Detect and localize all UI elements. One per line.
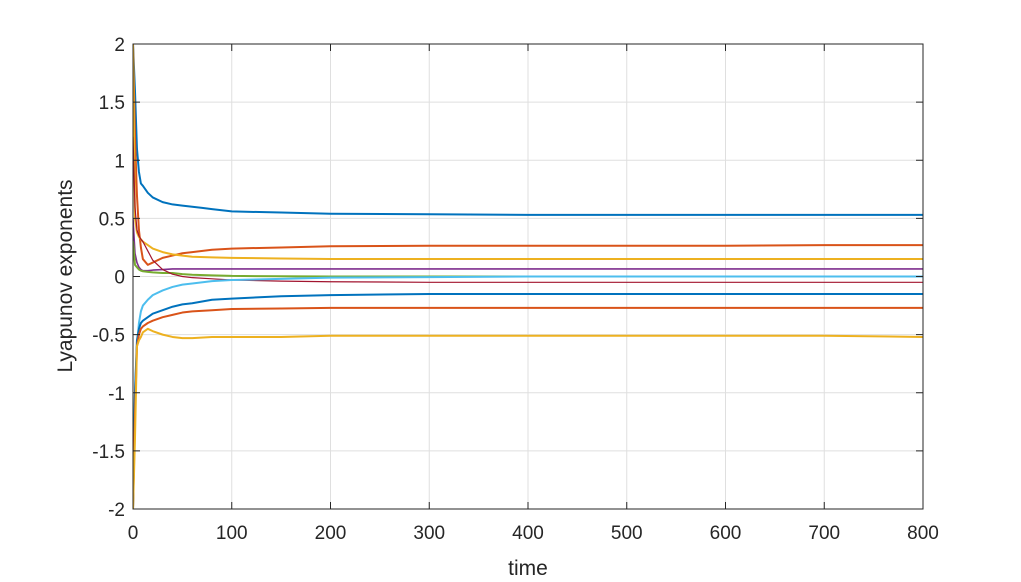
- series-line-6: [133, 136, 923, 283]
- y-tick-label: 0: [114, 268, 125, 289]
- series-layer: [133, 44, 923, 509]
- x-tick-label: 500: [611, 523, 643, 544]
- series-line-4: [133, 217, 923, 272]
- series-line-8: [133, 292, 923, 509]
- series-group: [133, 44, 923, 509]
- x-tick-label: 200: [315, 523, 347, 544]
- x-tick-label: 300: [413, 523, 445, 544]
- x-tick-label: 400: [512, 523, 544, 544]
- x-tick-label: 800: [907, 523, 939, 544]
- y-tick-label: -1.5: [92, 442, 125, 463]
- x-tick-labels: 0 100 200 300 400 500 600 700 800: [128, 523, 939, 544]
- x-tick-label: 700: [808, 523, 840, 544]
- x-axis-label: time: [508, 557, 548, 580]
- x-tick-label: 600: [710, 523, 742, 544]
- y-tick-label: -0.5: [92, 326, 125, 347]
- series-line-1: [133, 44, 923, 216]
- y-tick-label: -2: [108, 500, 125, 521]
- series-line-7: [133, 275, 923, 509]
- y-tick-label: 1: [114, 151, 125, 172]
- x-tick-label: 100: [216, 523, 248, 544]
- y-tick-label: 0.5: [99, 209, 125, 230]
- y-axis-label: Lyapunov exponents: [54, 179, 77, 372]
- y-tick-label: 2: [114, 35, 125, 56]
- x-tick-label: 0: [128, 523, 139, 544]
- series-line-10: [133, 327, 923, 509]
- y-tick-labels: -2 -1.5 -1 -0.5 0 0.5 1 1.5 2: [92, 35, 125, 521]
- y-tick-label: -1: [108, 384, 125, 405]
- ticks: [132, 43, 924, 510]
- y-tick-label: 1.5: [99, 93, 125, 114]
- series-line-9: [133, 306, 923, 509]
